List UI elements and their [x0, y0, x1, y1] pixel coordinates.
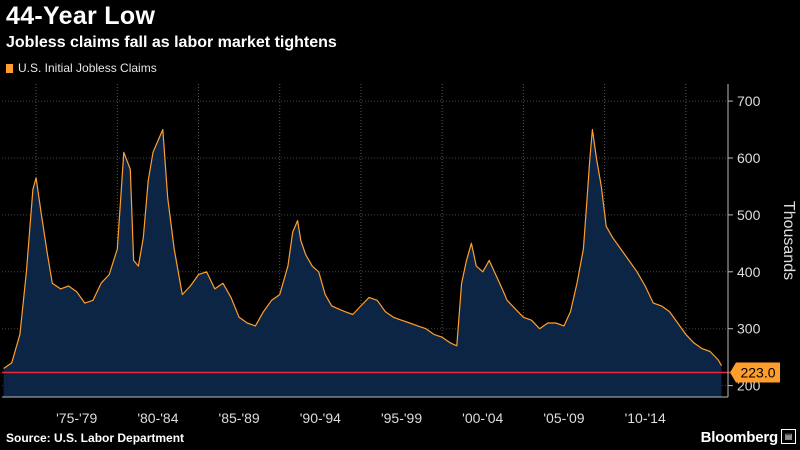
legend-swatch: [6, 63, 13, 73]
brand-chart-icon: ▤: [781, 429, 796, 444]
chart-title: 44-Year Low: [6, 2, 156, 30]
x-tick-label: '05-'09: [543, 410, 584, 426]
brand-logo: Bloomberg: [700, 429, 779, 446]
x-tick-label: '75-'79: [56, 410, 97, 426]
y-tick-label: 600: [737, 150, 761, 166]
x-tick-label: '90-'94: [300, 410, 341, 426]
series-line: [3, 128, 723, 369]
x-tick-label: '95-'99: [381, 410, 422, 426]
series-area: [3, 129, 722, 397]
y-axis-title: Thousands: [780, 201, 797, 280]
legend-label: U.S. Initial Jobless Claims: [18, 61, 157, 75]
source-note: Source: U.S. Labor Department: [6, 431, 185, 445]
y-tick-label: 500: [737, 207, 761, 223]
y-tick-label: 700: [737, 93, 761, 109]
y-tick-label: 300: [737, 321, 761, 337]
reference-value-label: 223.0: [740, 365, 775, 381]
reference-value-badge: [730, 362, 780, 383]
legend: U.S. Initial Jobless Claims: [6, 61, 157, 75]
chart-subtitle: Jobless claims fall as labor market tigh…: [6, 34, 337, 51]
x-tick-label: '80-'84: [137, 410, 178, 426]
x-tick-label: '10-'14: [625, 410, 666, 426]
x-tick-label: '00-'04: [462, 410, 503, 426]
x-tick-label: '85-'89: [219, 410, 260, 426]
y-tick-label: 400: [737, 264, 761, 280]
